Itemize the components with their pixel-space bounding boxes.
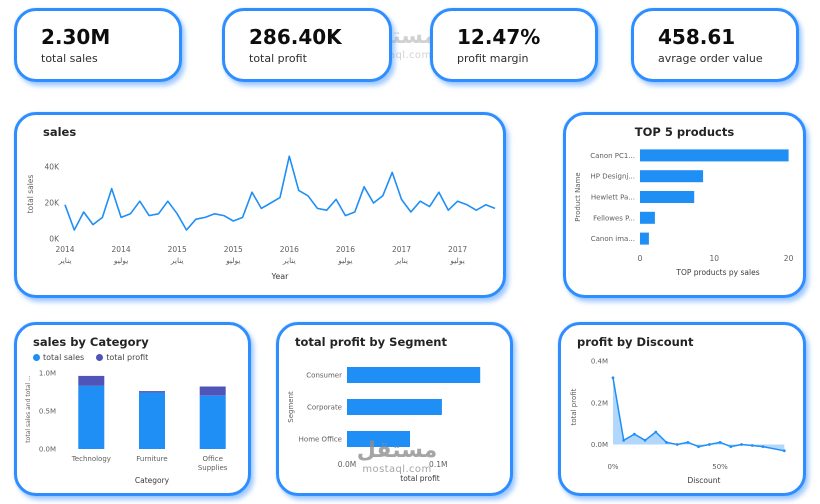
svg-text:Canon PC1...: Canon PC1... bbox=[590, 152, 635, 160]
svg-text:0.4M: 0.4M bbox=[591, 358, 608, 366]
category-legend: total sales total profit bbox=[17, 349, 248, 362]
svg-text:0.0M: 0.0M bbox=[338, 460, 356, 469]
panel-profit-by-discount: profit by Discount 0.0M 0.2M 0.4M 0% 50% Disc… bbox=[558, 322, 806, 496]
svg-text:1.0M: 1.0M bbox=[39, 369, 56, 377]
svg-text:Year: Year bbox=[271, 272, 290, 281]
kpi-label-average-order-value: avrage order value bbox=[658, 52, 763, 65]
svg-text:يناير: يناير bbox=[282, 256, 296, 265]
svg-text:total profit: total profit bbox=[400, 474, 440, 483]
profit-by-segment-bar-chart[interactable]: Consumer Corporate Home Office 0.0M 0.1M tota… bbox=[283, 351, 512, 496]
svg-text:10: 10 bbox=[710, 254, 720, 263]
svg-text:Furniture: Furniture bbox=[136, 455, 167, 463]
kpi-label-total-profit: total profit bbox=[249, 52, 307, 65]
top-products-bar-chart[interactable]: Canon PC1... HP Designj... Hewlett Pa... Fe… bbox=[570, 139, 805, 298]
svg-text:يناير: يناير bbox=[58, 256, 72, 265]
svg-text:Consumer: Consumer bbox=[306, 372, 342, 380]
svg-text:Office: Office bbox=[202, 455, 222, 463]
legend-dot-total-sales bbox=[33, 354, 40, 361]
legend-label-total-sales: total sales bbox=[43, 353, 85, 362]
chart-title-sales: sales bbox=[43, 125, 77, 139]
svg-text:يوليو: يوليو bbox=[337, 256, 352, 265]
svg-text:40K: 40K bbox=[45, 163, 61, 172]
svg-text:total profit: total profit bbox=[570, 388, 578, 425]
svg-text:Category: Category bbox=[135, 476, 170, 485]
svg-text:0.0M: 0.0M bbox=[591, 441, 608, 449]
svg-text:Discount: Discount bbox=[688, 476, 721, 485]
kpi-label-total-sales: total sales bbox=[41, 52, 98, 65]
kpi-value-total-sales: 2.30M bbox=[41, 25, 111, 49]
svg-text:total sales and total ...: total sales and total ... bbox=[25, 375, 32, 442]
panel-sales: sales 0K 20K 40K 2014 يناير 2014 يوليو 2015 يناي… bbox=[14, 112, 506, 298]
svg-text:يوليو: يوليو bbox=[449, 256, 464, 265]
kpi-label-profit-margin: profit margin bbox=[457, 52, 529, 65]
legend-label-total-profit: total profit bbox=[106, 353, 149, 362]
svg-text:50%: 50% bbox=[712, 463, 728, 471]
svg-text:0: 0 bbox=[638, 254, 643, 263]
svg-text:يناير: يناير bbox=[394, 256, 408, 265]
svg-text:2015: 2015 bbox=[224, 245, 243, 254]
svg-text:Technology: Technology bbox=[71, 455, 111, 463]
legend-item-total-profit[interactable]: total profit bbox=[96, 353, 148, 362]
svg-text:TOP products py sales: TOP products py sales bbox=[675, 268, 759, 277]
svg-text:Supplies: Supplies bbox=[198, 464, 228, 472]
svg-text:0.5M: 0.5M bbox=[39, 407, 56, 415]
svg-text:0K: 0K bbox=[49, 235, 60, 244]
svg-text:2017: 2017 bbox=[392, 245, 411, 254]
svg-text:2016: 2016 bbox=[280, 245, 299, 254]
kpi-card-total-profit: 286.40K total profit bbox=[222, 8, 392, 82]
svg-text:20K: 20K bbox=[45, 199, 61, 208]
kpi-value-total-profit: 286.40K bbox=[249, 25, 342, 49]
panel-sales-by-category: sales by Category total sales total prof… bbox=[14, 322, 251, 496]
kpi-value-average-order-value: 458.61 bbox=[658, 25, 736, 49]
svg-text:2016: 2016 bbox=[336, 245, 355, 254]
sales-by-category-column-chart[interactable]: 0.0M 0.5M 1.0M Technology Furniture OfficeSup… bbox=[21, 365, 250, 496]
panel-profit-by-segment: total profit by Segment Consumer Corporat… bbox=[276, 322, 513, 496]
svg-text:2014: 2014 bbox=[112, 245, 131, 254]
svg-text:0.2M: 0.2M bbox=[591, 399, 608, 407]
chart-title-profit-by-discount: profit by Discount bbox=[577, 335, 694, 349]
profit-by-discount-area-chart[interactable]: 0.0M 0.2M 0.4M 0% 50% Discount total profit bbox=[565, 351, 805, 496]
svg-text:Fellowes P...: Fellowes P... bbox=[593, 214, 635, 222]
kpi-card-profit-margin: 12.47% profit margin bbox=[430, 8, 598, 82]
svg-text:Home Office: Home Office bbox=[299, 436, 342, 444]
svg-text:0.1M: 0.1M bbox=[429, 460, 447, 469]
kpi-value-profit-margin: 12.47% bbox=[457, 25, 541, 49]
sales-line-chart[interactable]: 0K 20K 40K 2014 يناير 2014 يوليو 2015 يناير 2015 ي… bbox=[21, 141, 505, 298]
legend-item-total-sales[interactable]: total sales bbox=[33, 353, 84, 362]
svg-text:يناير: يناير bbox=[170, 256, 184, 265]
svg-text:Segment: Segment bbox=[287, 391, 295, 423]
chart-title-profit-by-segment: total profit by Segment bbox=[295, 335, 447, 349]
kpi-card-average-order-value: 458.61 avrage order value bbox=[631, 8, 799, 82]
svg-text:Hewlett Pa...: Hewlett Pa... bbox=[591, 194, 635, 202]
svg-text:2015: 2015 bbox=[168, 245, 187, 254]
panel-top-products: TOP 5 products Canon PC1... HP Designj...… bbox=[563, 112, 806, 298]
svg-text:HP Designj...: HP Designj... bbox=[591, 173, 636, 181]
svg-text:2014: 2014 bbox=[55, 245, 74, 254]
svg-text:0%: 0% bbox=[607, 463, 618, 471]
svg-text:يوليو: يوليو bbox=[113, 256, 128, 265]
svg-text:20: 20 bbox=[784, 254, 794, 263]
svg-text:0.0M: 0.0M bbox=[39, 446, 56, 454]
kpi-card-total-sales: 2.30M total sales bbox=[14, 8, 182, 82]
chart-title-sales-by-category: sales by Category bbox=[33, 335, 149, 349]
svg-text:Corporate: Corporate bbox=[307, 404, 342, 412]
svg-text:Canon ima...: Canon ima... bbox=[591, 235, 635, 243]
chart-title-top-products: TOP 5 products bbox=[634, 125, 735, 139]
svg-text:2017: 2017 bbox=[448, 245, 467, 254]
svg-text:Product Name: Product Name bbox=[574, 172, 582, 221]
svg-text:total sales: total sales bbox=[26, 175, 35, 214]
svg-text:يوليو: يوليو bbox=[225, 256, 240, 265]
legend-dot-total-profit bbox=[96, 354, 104, 361]
